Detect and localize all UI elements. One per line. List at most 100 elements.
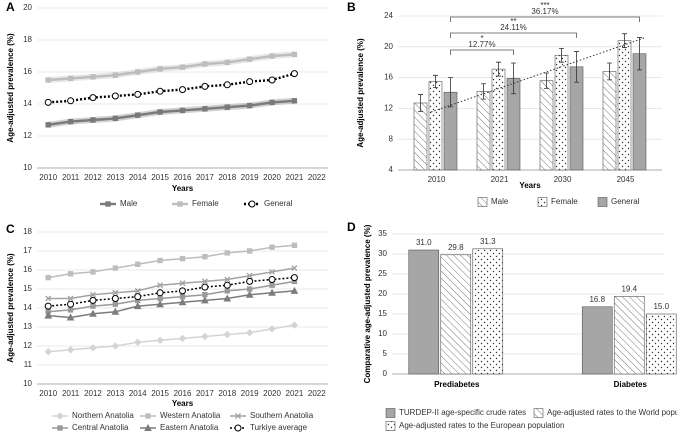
- x-tick-label: 2018: [218, 389, 236, 398]
- y-tick-label: 24: [384, 11, 393, 20]
- legend-marker: [145, 413, 151, 419]
- x-tick-label: Prediabetes: [434, 380, 480, 389]
- line: [48, 290, 295, 319]
- marker: [224, 59, 230, 66]
- x-tick-label: 2019: [241, 173, 259, 182]
- annotation: 12.77%: [468, 40, 495, 49]
- y-tick-label: 14: [23, 303, 32, 312]
- x-axis-label: Years: [172, 184, 194, 193]
- marker: [178, 334, 187, 343]
- error-bar: [448, 77, 453, 108]
- marker: [157, 66, 163, 72]
- marker: [89, 296, 97, 304]
- marker: [202, 292, 208, 298]
- y-tick-label: 16: [23, 67, 32, 76]
- panel-label: B: [347, 0, 356, 14]
- legend-marker: [105, 201, 111, 207]
- marker: [89, 94, 97, 102]
- marker: [111, 307, 120, 315]
- marker: [157, 282, 164, 289]
- legend-label: General: [264, 199, 293, 208]
- marker: [179, 255, 186, 262]
- legend-swatch: [385, 421, 396, 431]
- x-tick-label: 2011: [62, 173, 80, 182]
- bar: [602, 71, 617, 171]
- marker: [156, 336, 164, 345]
- bar: [645, 313, 677, 375]
- x-tick-label: 2016: [174, 389, 192, 398]
- marker: [135, 69, 141, 75]
- marker: [290, 274, 298, 282]
- legend-label: Male: [491, 197, 509, 206]
- marker: [67, 307, 74, 313]
- y-tick-label: 20: [378, 289, 387, 298]
- panel-label: A: [6, 0, 15, 14]
- marker: [156, 289, 164, 297]
- marker: [89, 344, 97, 352]
- marker: [44, 347, 52, 356]
- marker: [268, 76, 276, 84]
- marker: [67, 300, 75, 308]
- trend-line: [430, 37, 645, 113]
- marker: [269, 99, 275, 106]
- marker: [45, 295, 52, 302]
- x-tick-label: 2013: [106, 173, 124, 182]
- line: [48, 267, 295, 300]
- marker: [134, 287, 141, 294]
- error-bar: [496, 61, 501, 77]
- legend-label: General: [611, 197, 640, 206]
- marker: [134, 338, 142, 346]
- value-label: 16.8: [589, 295, 605, 304]
- significance-bracket: [450, 16, 640, 22]
- legend-label: Central Anatolia: [72, 423, 129, 432]
- legend-marker: [56, 412, 64, 420]
- legend-label: TURDEP-II age-specific crude rates: [399, 408, 526, 417]
- marker: [111, 92, 119, 100]
- marker: [111, 295, 119, 302]
- bar: [491, 68, 506, 171]
- error-bar: [511, 62, 516, 95]
- marker: [179, 293, 186, 300]
- y-tick-label: 16: [23, 265, 32, 274]
- legend-marker: [235, 413, 241, 419]
- legend-label: Turkiye average: [250, 423, 308, 432]
- significance-mark: *: [480, 34, 483, 43]
- legend-swatch: [597, 197, 608, 207]
- marker: [90, 74, 96, 80]
- marker: [201, 296, 209, 304]
- x-tick-label: 2022: [308, 173, 326, 182]
- legend-label: Male: [120, 199, 138, 208]
- line: [48, 72, 295, 104]
- x-tick-label: 2012: [84, 389, 102, 398]
- x-tick-label: 2021: [286, 389, 304, 398]
- significance-bracket: [450, 49, 514, 55]
- marker: [111, 342, 120, 350]
- marker: [90, 117, 96, 123]
- bar: [581, 306, 613, 375]
- legend-label: Female: [551, 197, 578, 206]
- x-tick-label: 2020: [263, 389, 281, 398]
- marker: [44, 311, 53, 319]
- value-label: 15.0: [653, 302, 669, 311]
- line: [48, 99, 295, 126]
- marker: [179, 86, 186, 94]
- annotation: 24.11%: [500, 23, 527, 32]
- line: [48, 53, 295, 82]
- marker: [246, 277, 254, 285]
- x-tick-label: 2018: [218, 173, 236, 182]
- marker: [201, 82, 209, 90]
- marker: [223, 330, 231, 339]
- marker: [202, 254, 208, 260]
- y-tick-label: 20: [23, 3, 32, 12]
- y-tick-label: 14: [23, 99, 32, 108]
- value-label: 19.4: [621, 285, 637, 294]
- marker: [134, 293, 142, 301]
- marker: [112, 289, 119, 296]
- bar: [554, 54, 569, 171]
- x-tick-label: 2015: [151, 173, 169, 182]
- marker: [245, 328, 254, 337]
- marker: [201, 283, 209, 291]
- marker: [45, 122, 51, 128]
- x-tick-label: 2014: [129, 389, 147, 398]
